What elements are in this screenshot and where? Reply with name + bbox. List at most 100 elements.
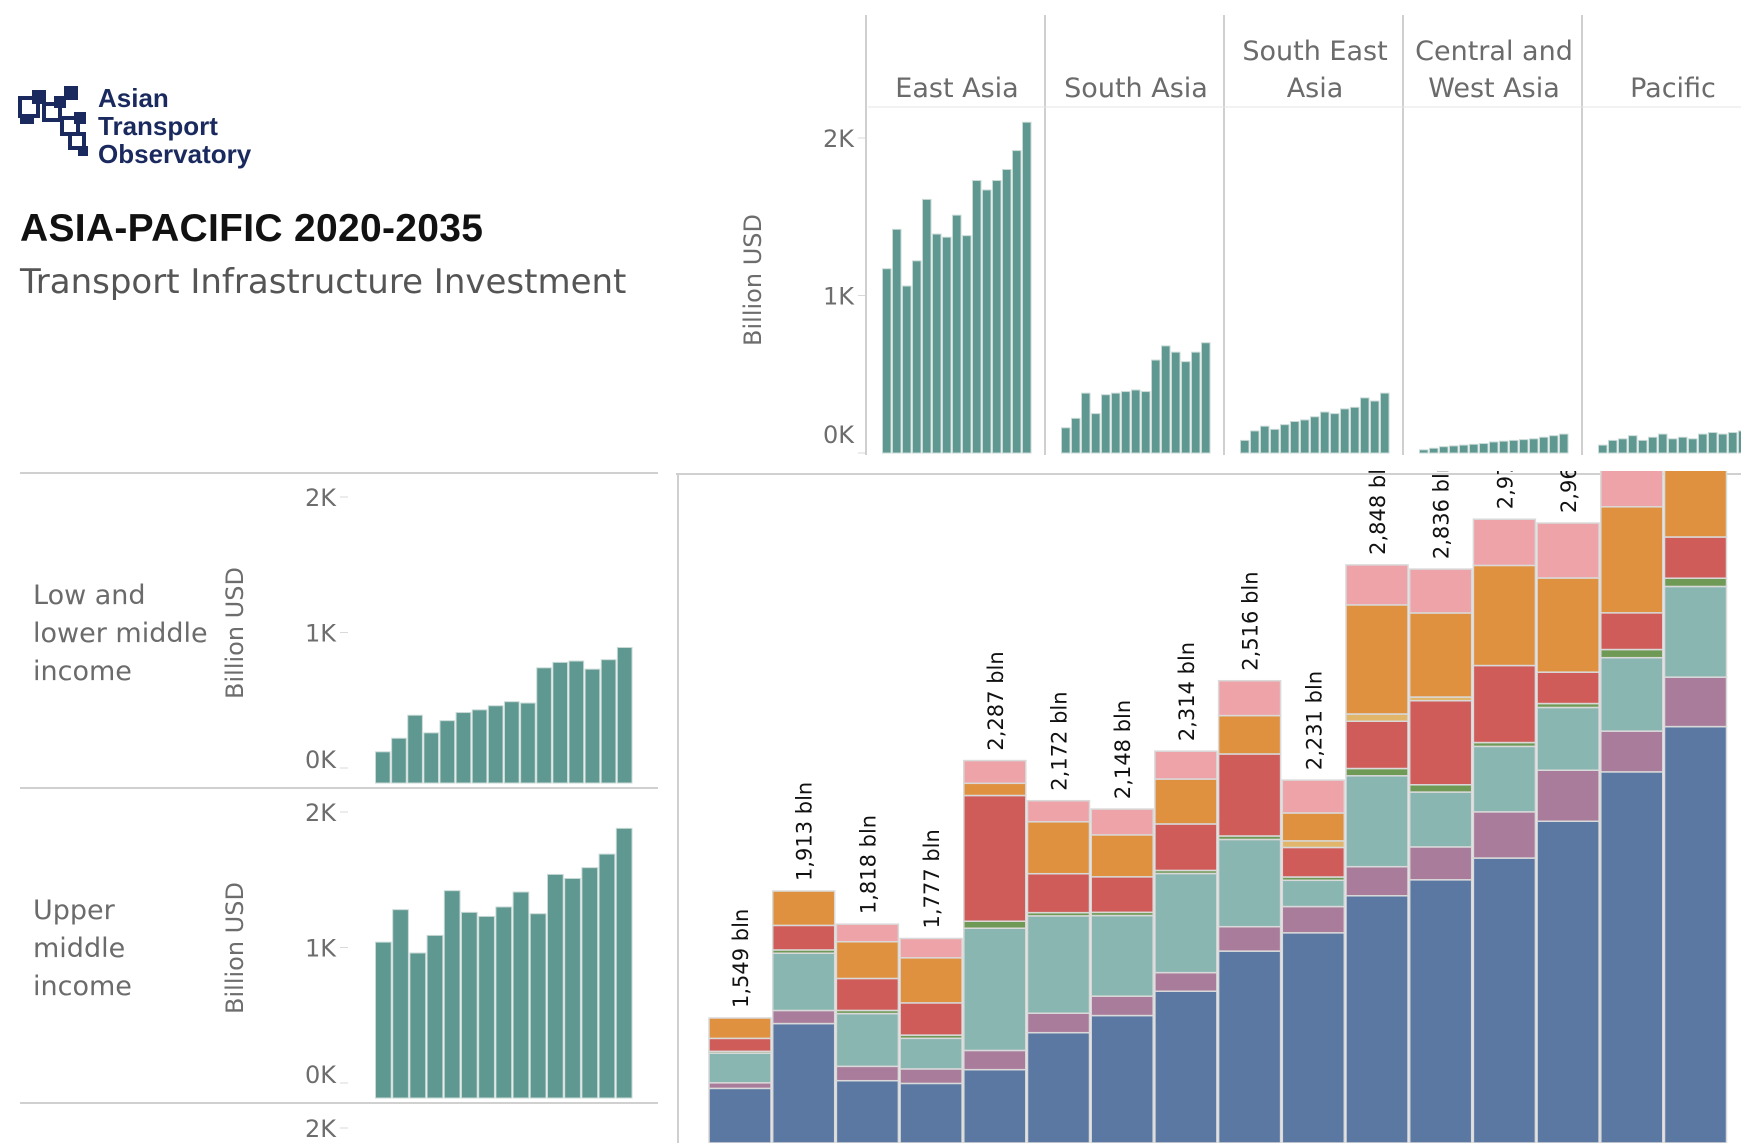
income-bar (615, 827, 633, 1099)
income-bar (478, 915, 495, 1099)
stacked-segment (1600, 471, 1664, 508)
region-bar (1260, 425, 1270, 454)
region-bar (1280, 424, 1290, 454)
stacked-segment (1281, 879, 1346, 908)
region-bar (882, 268, 892, 454)
region-bar (1628, 435, 1638, 454)
stacked-segment (963, 1068, 1027, 1143)
stacked-segment (1663, 676, 1728, 728)
stacked-segment (1281, 779, 1346, 814)
region-bar (1151, 359, 1161, 454)
stacked-segment (771, 1022, 836, 1143)
stacked-segment (1345, 713, 1409, 722)
income-bar (616, 647, 633, 784)
stacked-segment (1472, 518, 1537, 567)
region-bar (1648, 436, 1658, 454)
stacked-cubes-icon (18, 86, 88, 156)
stacked-segment (1026, 799, 1091, 823)
region-bar (1598, 444, 1608, 454)
stacked-segment (1536, 522, 1600, 579)
stacked-segment (1472, 664, 1537, 744)
region-bar (1081, 392, 1091, 454)
region-chart-ylabel: Billion USD (739, 214, 767, 346)
region-bar (1270, 428, 1280, 454)
stacked-segment (1663, 585, 1728, 678)
income-bar (529, 913, 547, 1099)
stacked-segment (1345, 767, 1409, 777)
region-bar (1350, 406, 1360, 454)
region-bar (1489, 441, 1499, 454)
stacked-segment (1345, 720, 1409, 770)
stacked-segment (963, 759, 1027, 785)
region-bar (1529, 438, 1539, 454)
region-bar (1121, 391, 1131, 454)
stacked-segment (1154, 823, 1218, 872)
region-bar (1310, 416, 1320, 454)
income-chart-ylabel: Billion USD (221, 882, 249, 1014)
stacked-segment (899, 1068, 963, 1085)
income-bar (581, 867, 599, 1099)
region-bar (1330, 413, 1340, 454)
income-chart-tick-label: 2K (305, 1115, 337, 1140)
stacked-segment (1408, 612, 1473, 698)
income-bar (392, 909, 409, 1099)
stacked-segment (835, 1065, 900, 1082)
income-row-label: middle (33, 933, 125, 964)
region-bar (972, 180, 982, 454)
page-subtitle: Transport Infrastructure Investment (20, 262, 627, 302)
stacked-segment (1217, 753, 1282, 837)
region-bar (1091, 413, 1101, 454)
stacked-segment (771, 952, 836, 1012)
region-bar (1668, 438, 1678, 454)
income-chart-tick-label: 1K (305, 935, 337, 963)
stacked-segment (708, 1052, 772, 1084)
stacked-segment (1536, 671, 1600, 705)
income-bar (584, 668, 601, 784)
region-bar (1370, 400, 1380, 454)
stacked-segment (963, 782, 1027, 797)
income-bar (487, 705, 504, 784)
region-bar (1181, 361, 1191, 454)
income-bar (512, 891, 530, 1099)
region-bar (1250, 430, 1260, 454)
region-bar (922, 198, 932, 454)
region-group-label: Pacific (1630, 73, 1716, 104)
region-group-label: Central and (1415, 36, 1573, 67)
stacked-segment (963, 794, 1027, 922)
stacked-segment (1345, 865, 1409, 897)
income-bar (375, 941, 392, 1099)
stacked-segment (835, 977, 900, 1012)
stacked-segment (899, 1082, 963, 1143)
income-bar (547, 873, 564, 1099)
income-chart-tick-label: 2K (305, 484, 337, 512)
stacked-segment (1217, 838, 1282, 928)
stacked-total-label: 2,836 bln (1430, 471, 1454, 559)
region-group-label: West Asia (1428, 73, 1560, 104)
region-bar (1549, 435, 1559, 454)
income-row-label: Upper (33, 895, 116, 926)
logo-line-1: Asian (98, 83, 169, 113)
region-bar (1071, 417, 1081, 454)
region-bar (1380, 392, 1390, 454)
stacked-segment (1026, 915, 1091, 1014)
stacked-total-label: 2,848 bln (1366, 471, 1390, 555)
region-bar (1698, 433, 1708, 454)
income-bar (409, 952, 427, 1099)
stacked-segment (1600, 648, 1664, 659)
stacked-segment (1026, 821, 1091, 875)
stacked-segment (1663, 536, 1728, 579)
stacked-segment (1217, 950, 1282, 1143)
region-group-label: South East (1242, 36, 1387, 67)
income-chart: Low and lower middle income Billion USD 0K 1K… (20, 472, 658, 1140)
stacked-segment (1281, 905, 1346, 934)
stacked-segment (1536, 577, 1600, 673)
region-group-label: Asia (1287, 73, 1344, 104)
stacked-segment (1408, 879, 1473, 1143)
income-row-label: income (33, 971, 132, 1002)
region-bar (1618, 438, 1628, 454)
income-bar (495, 906, 513, 1099)
stacked-segment (708, 1037, 772, 1053)
stacked-total-label: 2,148 bln (1111, 700, 1135, 799)
stacked-total-label: 2,287 bln (984, 651, 1008, 750)
region-bar (1201, 342, 1211, 454)
